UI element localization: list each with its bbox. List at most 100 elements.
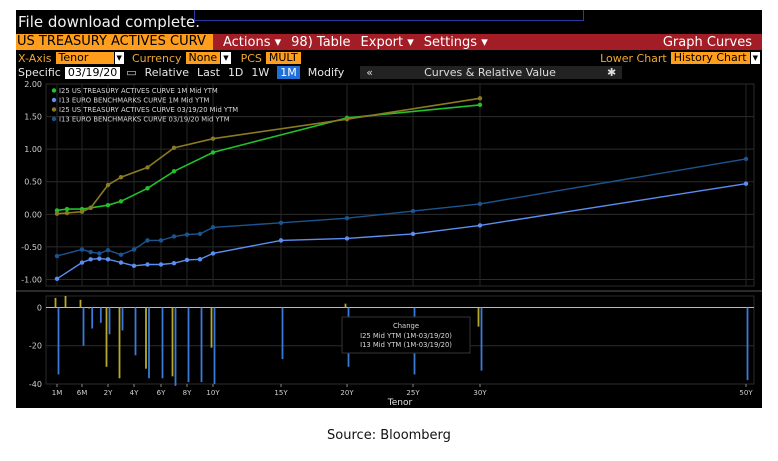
x-tick-label: 30Y bbox=[473, 389, 487, 397]
series-point-0 bbox=[171, 169, 177, 174]
graph-curves-title: Graph Curves bbox=[662, 34, 752, 50]
curves-relative-value-bar[interactable]: « Curves & Relative Value ✱ bbox=[360, 66, 623, 79]
series-point-1 bbox=[158, 262, 164, 267]
lower-chart-dropdown-icon[interactable]: ▼ bbox=[750, 52, 760, 64]
legend-entry: I13 EURO BENCHMARKS CURVE 1M Mid YTM bbox=[59, 97, 209, 105]
menu-bar: US TREASURY ACTIVES CURV Actions ▾ 98) T… bbox=[16, 34, 762, 50]
series-point-2 bbox=[54, 211, 60, 216]
lower-chart-select[interactable]: History Chart bbox=[670, 52, 750, 64]
currency-label: Currency bbox=[131, 51, 182, 65]
1m-button[interactable]: 1M bbox=[277, 66, 300, 79]
legend-marker bbox=[51, 97, 57, 103]
series-point-3 bbox=[278, 220, 284, 225]
series-point-3 bbox=[158, 238, 164, 243]
series-point-2 bbox=[344, 116, 350, 122]
change-bar-1 bbox=[134, 307, 137, 356]
change-bar-1 bbox=[148, 307, 150, 379]
x-tick-label: 1M bbox=[52, 389, 63, 397]
series-point-3 bbox=[97, 251, 102, 256]
table-menu[interactable]: 98) Table bbox=[291, 34, 351, 50]
specific-date-input[interactable]: 03/19/20 bbox=[64, 66, 121, 79]
currency-select[interactable]: None bbox=[185, 52, 221, 64]
security-field[interactable]: US TREASURY ACTIVES CURV bbox=[16, 34, 213, 50]
1w-button[interactable]: 1W bbox=[251, 66, 270, 79]
xaxis-dropdown-icon[interactable]: ▼ bbox=[114, 52, 124, 64]
series-point-2 bbox=[79, 209, 85, 214]
series-point-1 bbox=[743, 181, 749, 186]
calendar-icon[interactable]: ▭ bbox=[126, 66, 137, 79]
bloomberg-terminal: File download complete. US TREASURY ACTI… bbox=[16, 10, 762, 408]
change-bar-0 bbox=[344, 303, 347, 308]
series-point-3 bbox=[131, 247, 137, 252]
series-point-1 bbox=[97, 256, 102, 261]
x-tick-label: 50Y bbox=[739, 389, 753, 397]
change-bar-0 bbox=[64, 296, 67, 308]
series-point-1 bbox=[131, 263, 137, 268]
x-tick-label: 8Y bbox=[183, 389, 192, 397]
last-button[interactable]: Last bbox=[197, 66, 220, 79]
pcs-field[interactable]: MULT bbox=[265, 52, 301, 64]
curves-relative-value-label: Curves & Relative Value bbox=[424, 66, 556, 79]
gear-icon[interactable]: ✱ bbox=[607, 66, 617, 79]
currency-dropdown-icon[interactable]: ▼ bbox=[221, 52, 231, 64]
actions-menu[interactable]: Actions ▾ bbox=[223, 34, 282, 50]
series-point-1 bbox=[54, 276, 60, 282]
change-bar-1 bbox=[281, 307, 284, 360]
y-tick-label: 1.50 bbox=[24, 113, 42, 122]
series-point-3 bbox=[344, 216, 350, 221]
export-menu[interactable]: Export ▾ bbox=[360, 34, 414, 50]
series-point-3 bbox=[197, 231, 203, 237]
series-point-0 bbox=[145, 186, 150, 191]
y-tick-label: 0.50 bbox=[24, 178, 42, 187]
series-point-3 bbox=[477, 201, 483, 207]
change-bar-0 bbox=[79, 299, 82, 308]
series-point-1 bbox=[79, 260, 85, 265]
series-point-1 bbox=[344, 236, 350, 241]
series-point-1 bbox=[171, 260, 177, 266]
series-point-0 bbox=[54, 208, 60, 213]
series-point-2 bbox=[64, 210, 70, 216]
xaxis-select[interactable]: Tenor bbox=[55, 52, 114, 64]
series-point-1 bbox=[184, 257, 190, 263]
series-point-3 bbox=[54, 253, 60, 259]
status-bar: File download complete. bbox=[16, 10, 762, 34]
change-bar-1 bbox=[187, 307, 190, 383]
pcs-label: PCS bbox=[240, 51, 262, 65]
series-point-3 bbox=[410, 208, 416, 214]
1d-button[interactable]: 1D bbox=[227, 66, 244, 79]
status-box bbox=[194, 10, 584, 21]
x-axis-label: Tenor bbox=[387, 398, 413, 408]
lower-legend-entry: I25 Mid YTM (1M-03/19/20) bbox=[360, 332, 452, 340]
series-point-2 bbox=[118, 174, 124, 180]
collapse-icon[interactable]: « bbox=[366, 66, 373, 79]
series-point-1 bbox=[477, 223, 483, 228]
x-tick-label: 20Y bbox=[340, 389, 354, 397]
status-message: File download complete. bbox=[18, 13, 200, 31]
series-point-1 bbox=[410, 231, 416, 237]
relative-button[interactable]: Relative bbox=[144, 66, 190, 79]
lower-y-tick-label: 0 bbox=[37, 303, 42, 312]
change-bar-0 bbox=[210, 307, 213, 348]
settings-menu[interactable]: Settings ▾ bbox=[423, 34, 488, 50]
change-bar-1 bbox=[82, 307, 85, 346]
series-point-0 bbox=[118, 199, 124, 204]
xaxis-label: X-Axis bbox=[18, 51, 52, 65]
series-point-0 bbox=[477, 102, 483, 108]
x-tick-label: 6Y bbox=[157, 389, 166, 397]
change-bar-0 bbox=[88, 307, 91, 309]
series-point-1 bbox=[118, 260, 124, 265]
options-bar: X-Axis Tenor ▼ Currency None ▼ PCS MULT … bbox=[16, 51, 762, 65]
lower-legend-entry: I13 Mid YTM (1M-03/19/20) bbox=[360, 341, 452, 349]
series-point-2 bbox=[105, 182, 111, 188]
legend-entry: I13 EURO BENCHMARKS CURVE 03/19/20 Mid Y… bbox=[59, 116, 230, 124]
legend-marker bbox=[51, 88, 57, 93]
series-point-2 bbox=[88, 205, 93, 211]
change-bar-1 bbox=[746, 307, 749, 381]
change-bar-1 bbox=[91, 307, 94, 329]
series-point-2 bbox=[145, 165, 150, 170]
lower-legend-box bbox=[341, 316, 471, 354]
modify-button[interactable]: Modify bbox=[307, 66, 345, 79]
lower-legend-title: Change bbox=[393, 322, 419, 330]
series-point-0 bbox=[105, 203, 111, 208]
series-point-3 bbox=[88, 249, 93, 255]
